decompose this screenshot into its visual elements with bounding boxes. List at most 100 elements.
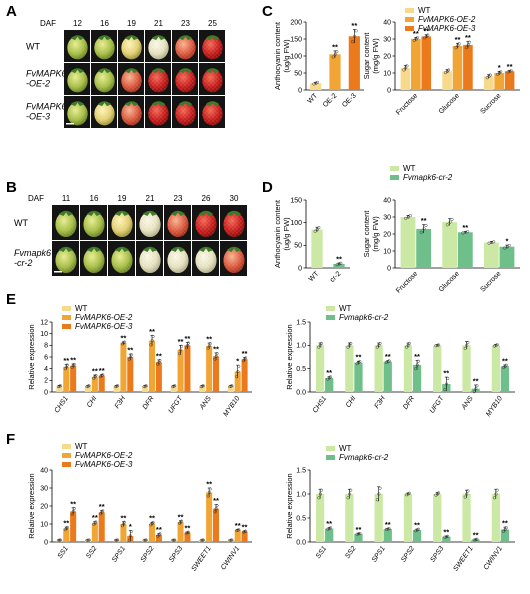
y-tick-label: 50 [294,243,302,250]
row-label-0: WT [14,218,28,228]
bar [98,512,105,542]
replicate-point [87,384,91,388]
x-tick-label: CHI [86,395,99,409]
replicate-point [495,343,499,347]
bar [412,530,422,542]
replicate-point [230,538,234,542]
replicate-point [415,363,419,367]
replicate-point [415,36,419,40]
x-tick-label: CHS1 [53,395,70,414]
replicate-point [142,538,146,542]
x-tick-label: DFR [142,395,156,411]
replicate-point [499,70,503,74]
significance-label: ** [156,525,162,534]
bar [383,361,392,392]
x-tick-label: SPS2 [140,545,156,564]
significance-label: ** [385,520,391,529]
significance-label: ** [443,528,449,537]
replicate-point [127,357,131,361]
replicate-point [335,263,339,267]
daf-label: DAF [40,19,56,28]
replicate-point [315,80,319,84]
replicate-point [503,246,507,250]
replicate-point [487,241,491,245]
y-tick-label: 10 [383,248,391,255]
replicate-point [158,358,162,362]
legend-swatch [405,26,414,31]
replicate-point [244,356,248,360]
bar [234,530,241,542]
x-tick-label: SWEET1 [452,545,474,573]
replicate-point [464,230,468,234]
replicate-point [318,492,322,496]
replicate-point [173,384,177,388]
strawberry-icon [83,210,105,238]
strawberry-icon [83,246,105,274]
bar [383,529,392,542]
day-label-19: 19 [127,19,136,28]
replicate-point [116,538,120,542]
significance-label: ** [149,327,155,336]
replicate-point [405,345,409,349]
replicate-point [465,343,469,347]
bar [421,36,432,90]
bar [241,359,248,392]
significance-label: ** [235,521,241,530]
bar [354,533,363,542]
bar [333,263,345,268]
legend-swatch [62,462,71,467]
significance-label: ** [70,356,76,365]
replicate-point [466,230,470,234]
replicate-point [236,370,240,374]
significance-label: ** [70,499,76,508]
y-tick-label: 30 [383,36,391,43]
replicate-point [502,529,506,533]
y-tick-label: 10 [40,331,48,338]
bar [206,492,213,542]
significance-label: ** [332,42,338,51]
x-tick-label: MYB10 [485,395,504,418]
significance-label: * [236,357,239,366]
legend-label: WT [418,6,431,15]
y-tick-label: 1.5 [296,467,306,474]
replicate-point [215,504,219,508]
legend-swatch [62,324,71,329]
replicate-point [173,538,177,542]
replicate-point [317,496,321,500]
day-label-12: 12 [73,19,82,28]
replicate-point [408,214,412,218]
bar [234,371,241,392]
replicate-point [335,50,339,54]
replicate-point [353,34,357,38]
replicate-point [237,528,241,532]
replicate-point [228,538,232,542]
strawberry-icon [167,210,189,238]
significance-label: ** [99,502,105,511]
legend-label: FvMAPK6-OE-2 [75,313,133,322]
replicate-point [127,538,131,542]
replicate-point [387,527,391,531]
bar [56,386,63,392]
strawberry-icon [67,68,88,93]
x-tick-label: WT [308,270,321,283]
replicate-point [437,491,441,495]
replicate-point [122,341,126,345]
replicate-point [94,520,98,524]
replicate-point [467,40,472,44]
replicate-point [201,538,205,542]
replicate-point [375,498,379,502]
strawberry-icon [175,68,196,93]
replicate-point [494,492,498,496]
panel-label-b: B [6,179,17,196]
replicate-point [492,496,496,500]
significance-label: ** [242,523,248,532]
bar [70,511,77,542]
replicate-point [151,334,155,338]
replicate-point [447,68,451,72]
bar [155,362,162,392]
bar [241,531,248,542]
